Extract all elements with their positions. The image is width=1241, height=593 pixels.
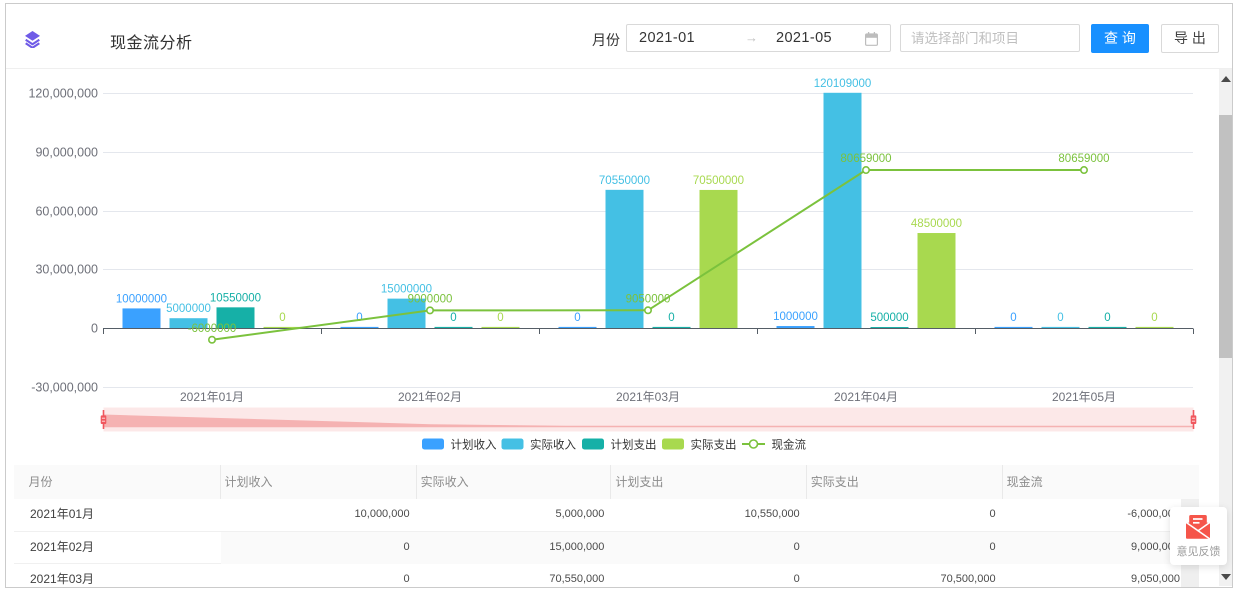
svg-text:60,000,000: 60,000,000	[35, 205, 98, 219]
svg-text:500000: 500000	[870, 312, 908, 324]
svg-text:计划支出: 计划支出	[611, 438, 657, 452]
svg-text:48500000: 48500000	[911, 218, 962, 230]
svg-text:实际支出: 实际支出	[691, 438, 737, 452]
svg-text:120109000: 120109000	[814, 78, 872, 90]
svg-text:9050000: 9050000	[626, 293, 671, 305]
svg-text:0: 0	[1104, 312, 1110, 324]
svg-text:0: 0	[279, 312, 285, 324]
svg-text:-6000000: -6000000	[188, 323, 237, 335]
svg-text:-30,000,000: -30,000,000	[31, 381, 98, 395]
svg-text:70500000: 70500000	[693, 175, 744, 187]
svg-text:0: 0	[91, 322, 98, 336]
svg-text:现金流: 现金流	[772, 438, 807, 452]
svg-text:2021年05月: 2021年05月	[1052, 390, 1116, 404]
svg-text:80659000: 80659000	[1058, 153, 1109, 165]
svg-text:10550000: 10550000	[210, 292, 261, 304]
svg-text:实际收入: 实际收入	[530, 438, 576, 452]
svg-text:90,000,000: 90,000,000	[35, 146, 98, 160]
svg-text:1000000: 1000000	[773, 311, 818, 323]
svg-text:30,000,000: 30,000,000	[35, 263, 98, 277]
svg-text:0: 0	[1151, 312, 1157, 324]
svg-text:2021年01月: 2021年01月	[180, 390, 244, 404]
svg-text:10000000: 10000000	[116, 293, 167, 305]
svg-text:0: 0	[450, 312, 456, 324]
svg-text:120,000,000: 120,000,000	[28, 87, 98, 101]
svg-text:0: 0	[668, 312, 674, 324]
svg-text:80659000: 80659000	[840, 153, 891, 165]
svg-text:15000000: 15000000	[381, 284, 432, 296]
svg-text:计划收入: 计划收入	[451, 438, 497, 452]
svg-text:2021年04月: 2021年04月	[834, 390, 898, 404]
svg-text:0: 0	[574, 312, 580, 324]
svg-text:0: 0	[356, 312, 362, 324]
svg-text:9000000: 9000000	[408, 293, 453, 305]
svg-text:0: 0	[497, 312, 503, 324]
svg-text:5000000: 5000000	[166, 303, 211, 315]
svg-text:2021年03月: 2021年03月	[616, 390, 680, 404]
svg-text:2021年02月: 2021年02月	[398, 390, 462, 404]
svg-text:0: 0	[1057, 312, 1063, 324]
svg-text:0: 0	[1010, 312, 1016, 324]
svg-text:70550000: 70550000	[599, 175, 650, 187]
